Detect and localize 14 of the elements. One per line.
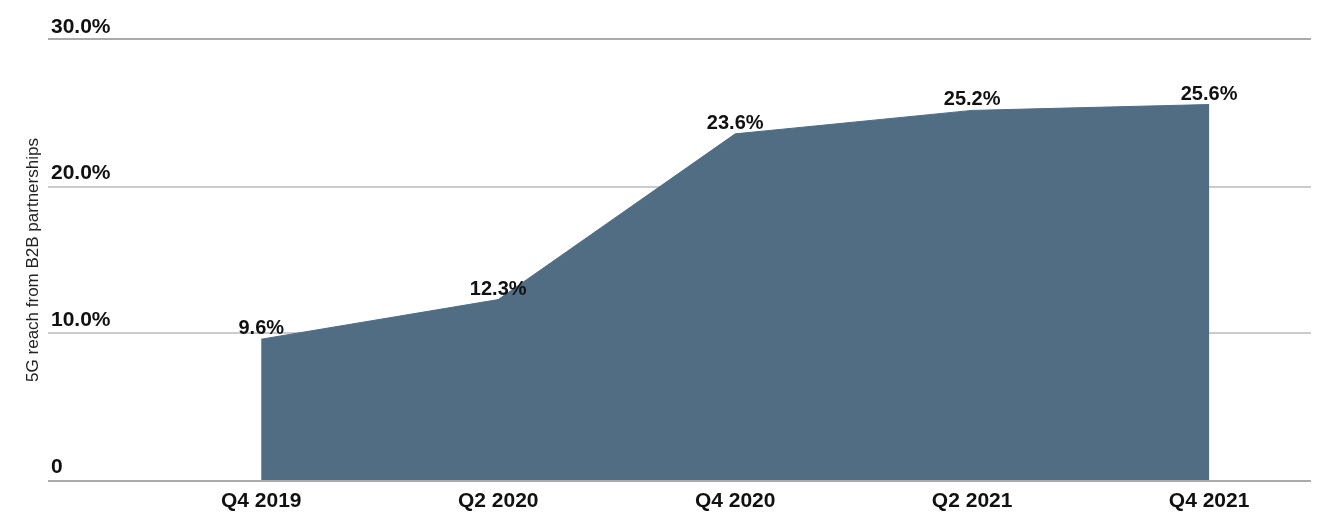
x-tick-label: Q2 2020	[457, 488, 539, 512]
x-tick-label: Q2 2021	[931, 488, 1013, 512]
data-label: 25.6%	[1180, 81, 1238, 104]
x-tick-label: Q4 2020	[694, 488, 776, 512]
x-tick-label: Q4 2021	[1168, 488, 1250, 512]
y-tick-label: 20.0%	[51, 160, 111, 184]
x-tick-label: Q4 2019	[220, 488, 302, 512]
y-tick-label: 10.0%	[51, 306, 111, 330]
data-label: 25.2%	[943, 87, 1001, 110]
data-label: 23.6%	[706, 110, 764, 133]
y-tick-label: 0	[51, 453, 63, 477]
y-tick-label: 30.0%	[51, 13, 111, 37]
data-label: 9.6%	[238, 316, 285, 339]
y-axis-title: 5G reach from B2B partnerships	[22, 138, 42, 382]
